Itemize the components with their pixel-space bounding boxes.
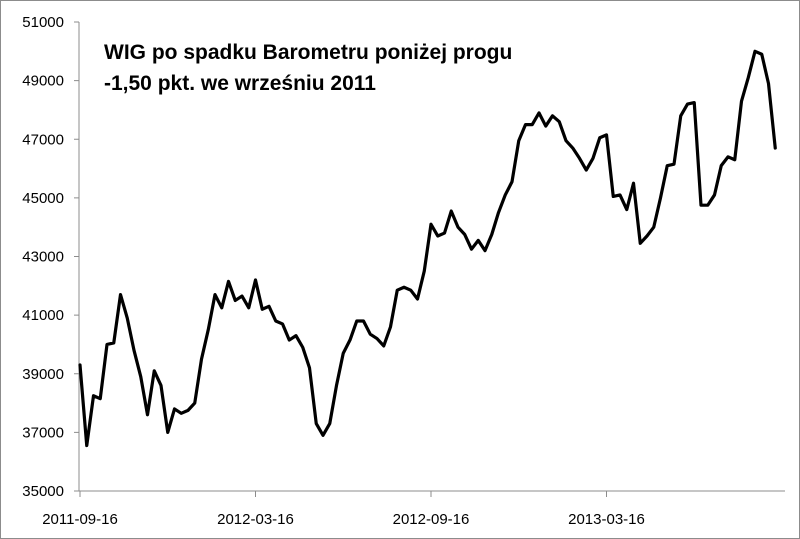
chart-title-line-1: WIG po spadku Barometru poniżej progu <box>104 41 512 64</box>
y-tick-label: 51000 <box>22 14 64 31</box>
x-tick-label: 2012-03-16 <box>217 511 294 528</box>
y-tick-label: 35000 <box>22 483 64 500</box>
y-axis-labels: 35000 37000 39000 41000 43000 45000 47000 49000… <box>22 14 64 500</box>
x-axis-ticks <box>79 491 607 497</box>
x-axis-labels: 2011-09-16 2012-03-16 2012-09-16 2013-03-16 <box>42 511 645 528</box>
y-tick-label: 45000 <box>22 190 64 207</box>
wig-series-line <box>78 49 777 448</box>
x-tick-label: 2013-03-16 <box>568 511 645 528</box>
x-tick-label: 2012-09-16 <box>393 511 470 528</box>
y-tick-label: 41000 <box>22 307 64 324</box>
y-tick-label: 37000 <box>22 424 64 441</box>
x-tick-label: 2011-09-16 <box>42 511 118 528</box>
chart-title-line-2: -1,50 pkt. we wrześniu 2011 <box>104 72 376 95</box>
y-tick-label: 43000 <box>22 249 64 266</box>
y-tick-label: 39000 <box>22 366 64 383</box>
y-axis-ticks <box>74 21 79 492</box>
y-tick-label: 49000 <box>22 73 64 90</box>
y-tick-label: 47000 <box>22 131 64 148</box>
